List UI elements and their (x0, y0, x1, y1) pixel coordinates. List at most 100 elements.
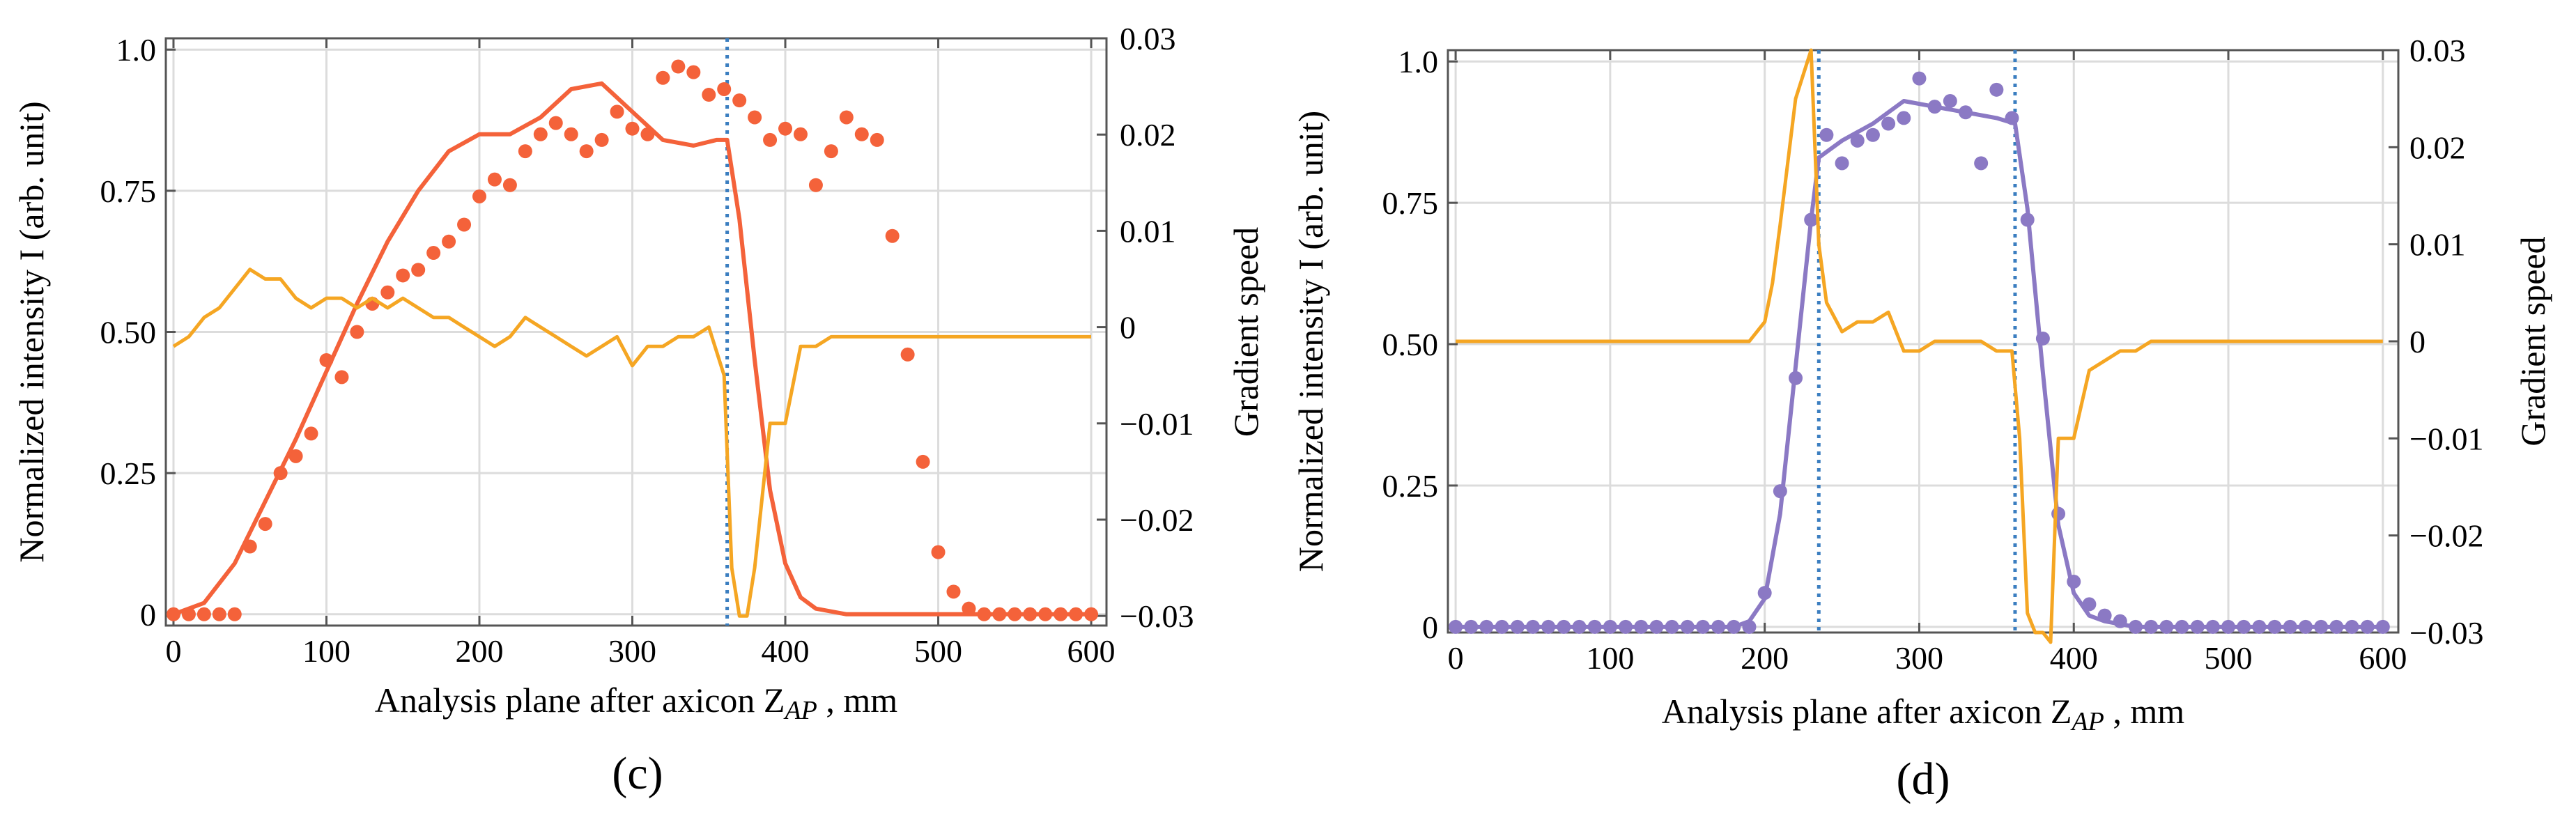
intensity-point (1865, 127, 1880, 142)
x-tick-label: 300 (608, 633, 656, 669)
intensity-point (304, 426, 318, 441)
intensity-point (824, 144, 838, 159)
y-right-tick-label: −0.01 (1120, 406, 1194, 442)
y-left-tick-label: 0.50 (100, 315, 157, 350)
intensity-fit-line (172, 81, 1091, 616)
intensity-point (548, 116, 563, 130)
intensity-point (487, 172, 502, 187)
intensity-point (502, 178, 517, 192)
intensity-point (380, 285, 395, 300)
intensity-point (916, 454, 930, 469)
intensity-point (350, 325, 364, 339)
y-right-axis-title: Gradient speed (1226, 227, 1265, 437)
intensity-point (778, 121, 793, 136)
intensity-point (579, 144, 594, 159)
intensity-point (748, 110, 762, 125)
intensity-point (900, 347, 915, 362)
intensity-point (717, 82, 732, 96)
x-tick-label: 600 (2359, 640, 2407, 676)
intensity-point (962, 601, 976, 616)
x-tick-label: 200 (456, 633, 504, 669)
intensity-point (1881, 116, 1896, 131)
y-right-tick-label: −0.02 (1120, 502, 1194, 538)
intensity-point (594, 132, 609, 147)
intensity-point (212, 607, 226, 621)
intensity-point (793, 127, 808, 141)
intensity-point (396, 268, 410, 283)
intensity-point (1449, 619, 1463, 634)
intensity-point (854, 127, 869, 141)
x-tick-label: 200 (1741, 640, 1789, 676)
intensity-point (808, 178, 823, 192)
x-tick-label: 600 (1067, 633, 1116, 669)
intensity-point (1850, 133, 1865, 148)
y-right-tick-label: −0.01 (2409, 421, 2483, 456)
y-right-tick-label: 0.03 (1120, 21, 1176, 56)
intensity-point (931, 545, 946, 559)
intensity-point (564, 127, 578, 141)
x-tick-label: 400 (762, 633, 810, 669)
intensity-point (671, 59, 686, 74)
x-tick-label: 400 (2050, 640, 2098, 676)
y-left-tick-label: 0.50 (1382, 327, 1439, 362)
intensity-point (1084, 607, 1099, 621)
intensity-point (411, 263, 426, 277)
intensity-point (442, 234, 456, 249)
x-tick-label: 500 (2205, 640, 2253, 676)
y-right-tick-label: −0.02 (2409, 518, 2483, 554)
y-right-tick-label: −0.03 (1120, 598, 1194, 634)
intensity-point (426, 246, 441, 261)
x-axis-title: Analysis plane after axicon ZAP , mm (1662, 692, 2185, 736)
intensity-point (732, 93, 747, 108)
y-right-tick-label: −0.03 (2409, 615, 2483, 651)
intensity-point (656, 70, 670, 85)
intensity-point (1912, 71, 1927, 86)
y-left-axis-title: Normalized intensity I (arb. unit) (1291, 111, 1330, 572)
intensity-point (288, 449, 303, 463)
y-left-axis-title: Normalized intensity I (arb. unit) (12, 101, 51, 562)
y-right-tick-label: 0.02 (1120, 117, 1176, 153)
intensity-point (610, 104, 624, 119)
y-right-tick-label: 0.01 (1120, 213, 1176, 249)
intensity-point (334, 370, 349, 385)
intensity-point (885, 228, 900, 243)
y-right-tick-label: 0 (1120, 310, 1136, 346)
y-left-tick-label: 0.75 (100, 173, 157, 209)
intensity-point (839, 110, 854, 125)
x-tick-label: 500 (914, 633, 962, 669)
y-left-tick-label: 0.75 (1382, 185, 1439, 221)
x-tick-label: 100 (1586, 640, 1634, 676)
intensity-point (1943, 94, 1957, 109)
y-right-tick-label: 0.03 (2409, 33, 2466, 68)
intensity-point (686, 65, 701, 79)
panel-label: (c) (612, 748, 663, 799)
intensity-point (258, 517, 272, 532)
intensity-point (1819, 127, 1834, 142)
intensity-point (870, 132, 884, 147)
intensity-point (472, 189, 486, 203)
x-tick-label: 0 (1448, 640, 1464, 676)
y-left-tick-label: 0 (1422, 610, 1438, 645)
intensity-point (702, 88, 716, 102)
intensity-point (518, 144, 532, 159)
x-tick-label: 100 (302, 633, 350, 669)
y-left-tick-label: 1.0 (1398, 44, 1439, 79)
gradient-speed-line (172, 267, 1091, 618)
y-left-tick-label: 0 (140, 597, 156, 633)
intensity-point (1974, 156, 1989, 171)
y-right-axis-title: Gradient speed (2513, 236, 2552, 446)
intensity-point (1835, 156, 1849, 171)
intensity-point (1989, 82, 2004, 97)
y-right-tick-label: 0.01 (2409, 227, 2466, 263)
intensity-point (227, 607, 242, 621)
y-left-tick-label: 1.0 (116, 32, 157, 68)
x-tick-label: 0 (165, 633, 181, 669)
chart-panel-d: 0 100 200 300 400 500 600 0 0.25 0.50 0.75 1.0 −0.03… (1291, 33, 2552, 805)
intensity-point (946, 584, 961, 599)
intensity-point (533, 127, 548, 141)
chart-panel-c: 0 100 200 300 400 500 600 0 0.25 0.50 0.75 1.0 −0.03… (12, 21, 1265, 799)
intensity-point (763, 132, 778, 147)
x-axis-title: Analysis plane after axicon ZAP , mm (375, 681, 898, 725)
intensity-point (457, 217, 472, 232)
